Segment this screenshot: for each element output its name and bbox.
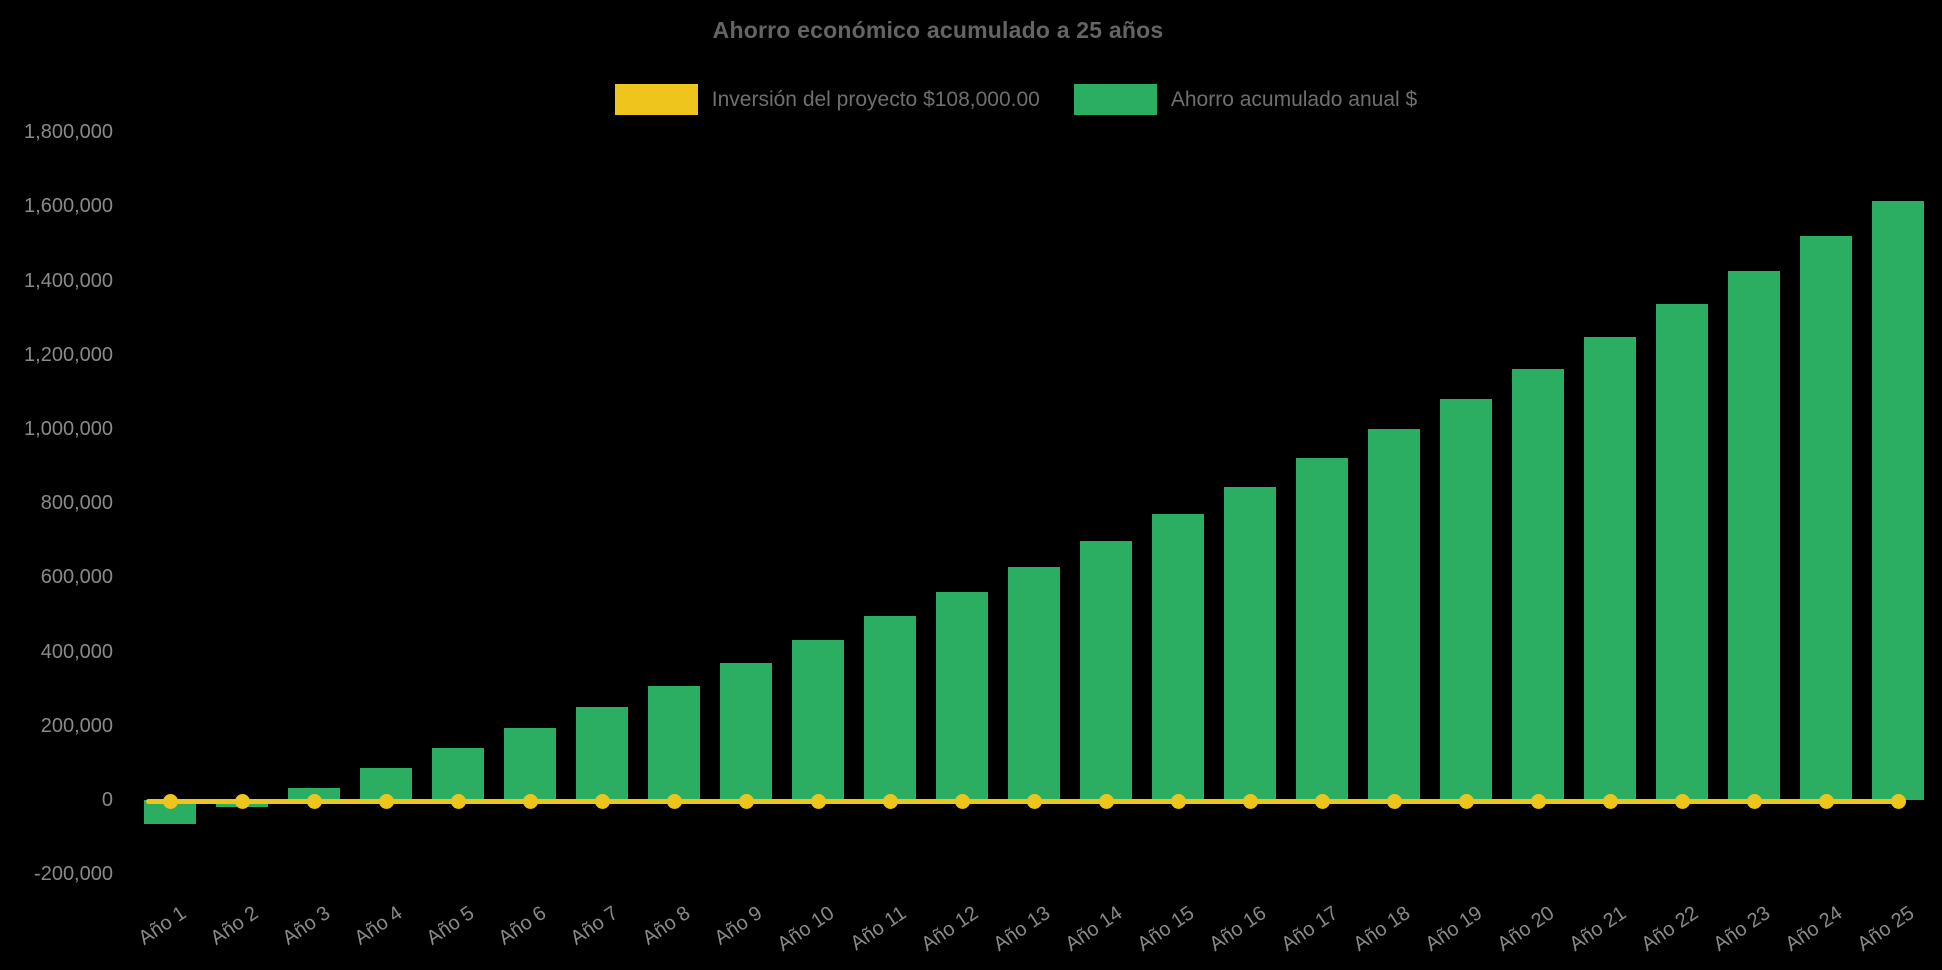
bar-año-25 (1872, 200, 1924, 800)
y-tick-label: 1,600,000 (24, 195, 113, 218)
bar-año-18 (1368, 429, 1420, 800)
bar-año-23 (1728, 270, 1780, 800)
bar-año-11 (864, 615, 916, 800)
investment-line-marker (1458, 793, 1474, 809)
chart-title: Ahorro económico acumulado a 25 años (712, 17, 1164, 43)
y-tick-label: 800,000 (40, 492, 113, 515)
bar-año-19 (1440, 399, 1492, 800)
y-tick-label: 600,000 (40, 566, 113, 589)
bar-año-9 (720, 662, 772, 800)
investment-line-marker (1674, 793, 1690, 809)
investment-line-marker (450, 793, 466, 809)
investment-line-marker (1242, 793, 1258, 809)
bar-año-13 (1008, 566, 1060, 800)
investment-line-marker (1818, 793, 1834, 809)
legend-swatch-savings-bar (1073, 84, 1157, 115)
investment-line-marker (1890, 793, 1906, 809)
bar-año-12 (936, 592, 988, 800)
bar-año-15 (1152, 514, 1204, 800)
bar-año-7 (576, 706, 628, 800)
y-tick-label: 200,000 (40, 714, 113, 737)
legend: Inversión del proyecto $108,000.00 Ahorr… (45, 84, 1942, 115)
legend-label-investment: Inversión del proyecto $108,000.00 (711, 87, 1040, 111)
y-tick-label: 1,800,000 (24, 121, 113, 144)
investment-line-marker (1170, 793, 1186, 809)
investment-line-marker (306, 793, 322, 809)
y-tick-label: 1,400,000 (24, 269, 113, 292)
y-tick-label: 400,000 (40, 640, 113, 663)
y-tick-label: 0 (101, 789, 113, 811)
investment-line-marker (1746, 793, 1762, 809)
legend-label-savings: Ahorro acumulado anual $ (1170, 87, 1418, 111)
investment-line-marker (738, 793, 754, 809)
investment-line-marker (666, 793, 682, 809)
legend-swatch-investment-line (614, 84, 698, 115)
bar-año-14 (1080, 540, 1132, 800)
bar-año-20 (1512, 369, 1564, 800)
investment-line-marker (1530, 793, 1546, 809)
bar-año-10 (792, 639, 844, 800)
bar-año-16 (1224, 486, 1276, 800)
y-tick-label: 1,200,000 (24, 343, 113, 366)
investment-line-marker (162, 793, 178, 809)
investment-line-marker (594, 793, 610, 809)
investment-line-marker (954, 793, 970, 809)
investment-line-marker (882, 793, 898, 809)
investment-line-marker (522, 793, 538, 809)
bar-año-22 (1656, 303, 1708, 800)
investment-line-marker (1314, 793, 1330, 809)
investment-line (146, 798, 1906, 804)
investment-line-marker (378, 793, 394, 809)
investment-line-marker (1602, 793, 1618, 809)
bar-año-17 (1296, 458, 1348, 800)
bar-año-5 (432, 748, 484, 800)
investment-line-marker (234, 793, 250, 809)
bar-año-8 (648, 685, 700, 800)
bar-año-6 (504, 727, 556, 800)
investment-line-marker (1026, 793, 1042, 809)
y-tick-label: -200,000 (34, 863, 113, 886)
bar-año-21 (1584, 337, 1636, 800)
bar-año-24 (1800, 236, 1852, 800)
investment-line-marker (810, 793, 826, 809)
y-tick-label: 1,000,000 (24, 418, 113, 440)
investment-line-marker (1386, 793, 1402, 809)
investment-line-marker (1098, 793, 1114, 809)
